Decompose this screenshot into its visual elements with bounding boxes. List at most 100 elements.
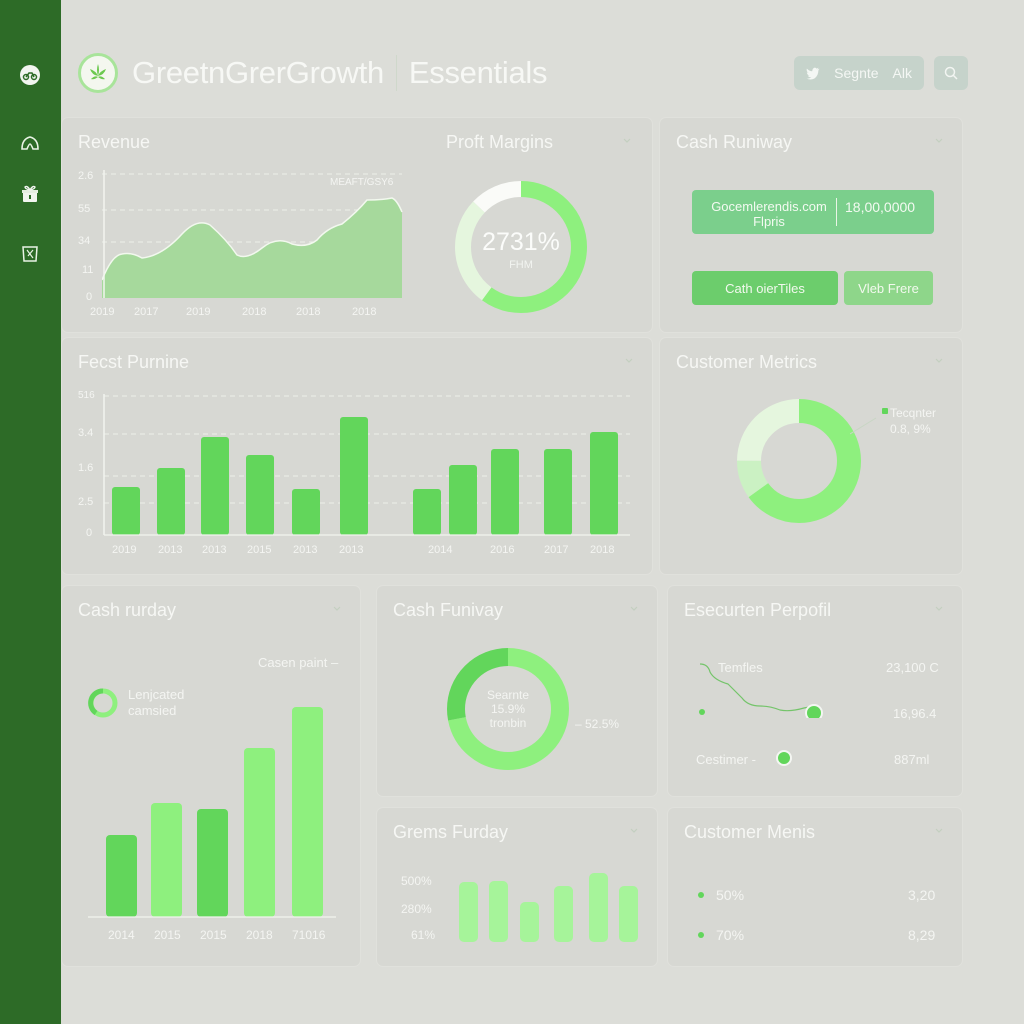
segment-alt-label: Alk [892, 65, 912, 81]
chevron-down-icon[interactable] [934, 356, 944, 366]
row-label: Temfles [718, 660, 763, 675]
cash-rurday-card: Cash rurday Casen paint – Lenjcated cams… [62, 586, 360, 966]
cash-runiway-title: Cash Runiway [676, 132, 793, 152]
twitter-icon [806, 67, 820, 80]
segment-label: Segnte [834, 65, 879, 81]
y-tick: 2.5 [78, 496, 94, 508]
x-tick: 2017 [544, 544, 569, 556]
status-dot-icon [776, 750, 792, 766]
chevron-down-icon[interactable] [624, 356, 634, 366]
row-value: 23,100 C [886, 660, 939, 675]
y-tick: 516 [78, 390, 95, 401]
row-value: 8,29 [908, 927, 936, 943]
x-tick: 2018 [352, 306, 377, 318]
y-tick: 500% [401, 874, 432, 888]
legend-swatch [882, 408, 888, 414]
vleb-frere-button[interactable]: Vleb Frere [844, 271, 933, 305]
legend-value: 0.8, 9% [890, 422, 931, 436]
x-tick: 2018 [242, 306, 267, 318]
revenue-title: Revenue [78, 132, 151, 152]
y-tick: 0 [86, 527, 93, 539]
chevron-down-icon[interactable] [934, 136, 944, 146]
customer-donut-chart [737, 399, 861, 523]
x-tick: 2019 [90, 306, 115, 318]
brand-name: GreetnGrerGrowth [132, 55, 384, 90]
gift-icon[interactable] [18, 181, 42, 205]
chevron-down-icon[interactable] [934, 604, 944, 614]
exec-profile-card: Esecurten Perpofil Temfles 23,100 C 16,9… [668, 586, 962, 796]
map-icon[interactable] [18, 241, 42, 265]
y-tick: 61% [411, 928, 436, 942]
customer-menis-card: Customer Menis 50% 3,20 70% 8,29 [668, 808, 962, 966]
y-tick: 11 [82, 264, 94, 276]
info-sublabel: Flpris [753, 214, 785, 229]
search-button[interactable] [934, 56, 968, 90]
cash-runiway-card: Cash Runiway Gocemlerendis.com Flpris 18… [660, 118, 962, 332]
x-tick: 2015 [154, 928, 181, 942]
row-value: 16,96.4 [893, 706, 937, 721]
x-tick: 71016 [292, 928, 326, 942]
bike-icon[interactable] [18, 63, 42, 87]
x-tick: 2015 [200, 928, 227, 942]
cash-funivay-title: Cash Funivay [393, 600, 504, 620]
side-value: – 52.5% [575, 717, 620, 731]
revenue-area-chart [102, 170, 403, 298]
grems-furday-card: Grems Furday 500% 280% 61% [377, 808, 657, 966]
profit-sub: FHM [509, 259, 533, 271]
customer-metrics-title: Customer Metrics [676, 352, 818, 372]
brand-divider [395, 55, 397, 91]
y-tick: 55 [78, 203, 91, 215]
leaf-logo-icon [78, 53, 118, 93]
row-value: 3,20 [908, 887, 936, 903]
x-tick: 2013 [158, 544, 183, 556]
x-tick: 2018 [590, 544, 615, 556]
chevron-down-icon[interactable] [934, 826, 944, 836]
legend-ring-icon [88, 688, 118, 718]
segment-selector[interactable]: Segnte Alk [794, 56, 924, 90]
home-icon[interactable] [18, 132, 42, 156]
info-divider [836, 198, 837, 226]
row-value: 887ml [894, 752, 930, 767]
profit-value: 2731% [482, 228, 560, 256]
x-tick: 2015 [247, 544, 272, 556]
cath-oiertiles-button[interactable]: Cath oierTiles [692, 271, 838, 305]
cash-rurday-title: Cash rurday [78, 600, 177, 620]
row-label: 50% [716, 887, 745, 903]
grems-bar-chart [459, 873, 638, 942]
x-tick: 2018 [246, 928, 273, 942]
x-tick: 2014 [108, 928, 135, 942]
chevron-down-icon[interactable] [629, 604, 639, 614]
forecast-title: Fecst Purnine [78, 352, 190, 372]
brand-suffix: Essentials [408, 55, 548, 90]
center-sublabel: tronbin [489, 716, 527, 730]
cash-info-panel: Gocemlerendis.com Flpris 18,00,0000 [692, 190, 934, 234]
x-tick: 2019 [186, 306, 211, 318]
legend-label-1: Lenjcated [128, 687, 185, 702]
x-tick: 2018 [296, 306, 321, 318]
revenue-annotation: MEAFT/GSY6 [330, 177, 394, 188]
revenue-card: Revenue 2.6 55 34 11 0 MEAFT/GSY6 2019 2… [62, 118, 652, 332]
y-tick: 3.4 [78, 427, 94, 439]
x-tick: 2013 [202, 544, 227, 556]
header: GreetnGrerGrowth Essentials Segnte Alk [78, 48, 968, 98]
cash-rurday-bar-chart [88, 707, 336, 918]
customer-metrics-card: Customer Metrics Tecqnter 0.8, 9% [660, 338, 962, 574]
chevron-down-icon[interactable] [332, 604, 342, 614]
row-label: 70% [716, 927, 745, 943]
customer-menis-title: Customer Menis [684, 822, 816, 842]
y-tick: 0 [86, 291, 93, 303]
sidebar [0, 0, 61, 1024]
info-value: 18,00,0000 [845, 199, 916, 215]
legend-leader-line [850, 417, 877, 435]
legend-top: Casen paint – [258, 655, 339, 670]
legend-label: Tecqnter [890, 406, 937, 420]
chevron-down-icon[interactable] [622, 136, 632, 146]
x-tick: 2013 [339, 544, 364, 556]
bullet-icon [698, 932, 704, 938]
x-tick: 2019 [112, 544, 137, 556]
search-icon [944, 66, 958, 80]
exec-profile-title: Esecurten Perpofil [684, 600, 832, 620]
y-tick: 2.6 [78, 170, 94, 182]
bullet-icon [698, 892, 704, 898]
chevron-down-icon[interactable] [629, 826, 639, 836]
